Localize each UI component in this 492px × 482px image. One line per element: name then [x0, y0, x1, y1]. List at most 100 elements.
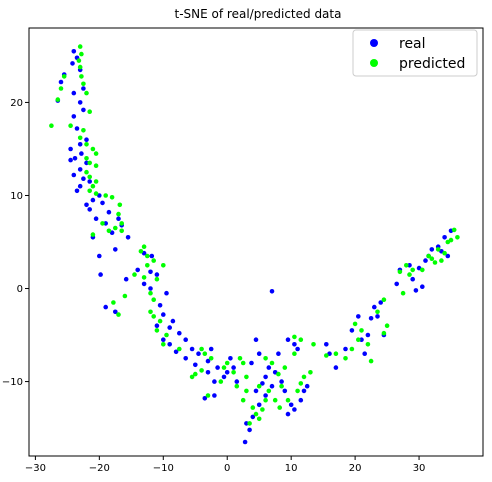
data-point-predicted	[177, 346, 182, 352]
data-point-real	[349, 328, 355, 333]
data-point-real	[242, 439, 248, 445]
data-point-real	[106, 209, 112, 215]
data-point-real	[250, 414, 256, 420]
data-point-real	[368, 316, 374, 321]
data-point-predicted	[410, 267, 416, 273]
data-point-predicted	[202, 351, 208, 357]
data-point-real	[256, 351, 262, 357]
data-point-real	[113, 309, 118, 315]
data-point-predicted	[164, 332, 169, 338]
data-point-predicted	[103, 193, 108, 198]
data-point-real	[247, 427, 252, 433]
data-point-predicted	[132, 272, 137, 277]
data-point-predicted	[81, 81, 86, 87]
data-point-real	[224, 370, 230, 375]
data-point-predicted	[381, 297, 387, 303]
data-point-predicted	[231, 370, 236, 375]
legend-items: real predicted	[370, 36, 465, 72]
data-point-predicted	[90, 183, 96, 189]
data-point-predicted	[138, 249, 144, 254]
data-point-predicted	[397, 269, 403, 275]
data-point-real	[81, 86, 86, 91]
data-point-real	[196, 351, 201, 357]
data-point-real	[266, 365, 272, 370]
data-point-predicted	[368, 358, 374, 364]
data-point-predicted	[193, 371, 198, 377]
axes-layer: −30 −20 −10 0 10 20 30 −10 0 10 20	[2, 98, 426, 474]
data-point-real	[304, 383, 310, 389]
data-point-real	[93, 216, 99, 221]
data-point-real	[212, 379, 217, 384]
data-point-real	[90, 197, 96, 203]
data-point-predicted	[298, 381, 304, 386]
data-point-real	[269, 289, 275, 294]
data-point-predicted	[61, 74, 67, 79]
data-point-predicted	[439, 258, 444, 263]
data-point-real	[103, 304, 108, 310]
x-tick-label: −10	[153, 463, 174, 474]
data-point-real	[228, 356, 233, 361]
data-point-real	[234, 379, 240, 384]
data-point-real	[410, 276, 416, 282]
data-point-predicted	[106, 228, 112, 234]
data-point-predicted	[84, 90, 89, 96]
data-point-real	[413, 288, 419, 293]
data-point-predicted	[266, 388, 272, 394]
data-point-real	[71, 172, 77, 178]
data-point-real	[167, 342, 172, 347]
data-point-real	[256, 402, 262, 408]
legend-box	[352, 29, 478, 77]
data-point-predicted	[298, 337, 304, 343]
data-point-real	[177, 330, 182, 336]
data-point-real	[157, 303, 163, 308]
data-point-predicted	[384, 323, 390, 329]
data-point-predicted	[253, 411, 259, 417]
data-point-predicted	[154, 328, 160, 333]
data-point-predicted	[432, 260, 438, 265]
data-point-predicted	[240, 360, 246, 366]
data-point-predicted	[381, 330, 387, 336]
data-point-real	[123, 276, 129, 282]
x-tick-label: −30	[25, 463, 46, 474]
series-predicted	[49, 44, 460, 426]
x-tick-label: 30	[413, 463, 426, 474]
data-point-predicted	[324, 353, 329, 358]
data-point-real	[263, 393, 268, 398]
data-point-real	[285, 337, 291, 343]
data-point-predicted	[208, 356, 214, 361]
data-point-predicted	[247, 421, 252, 426]
data-point-predicted	[359, 328, 364, 333]
data-point-predicted	[256, 383, 262, 389]
data-point-real	[154, 272, 160, 277]
data-point-predicted	[148, 309, 153, 315]
data-point-real	[356, 314, 361, 319]
data-point-predicted	[93, 179, 99, 184]
data-point-predicted	[333, 351, 339, 357]
data-point-real	[263, 374, 268, 380]
legend-label-predicted: predicted	[399, 56, 465, 72]
data-point-real	[58, 79, 64, 85]
data-point-real	[68, 157, 73, 163]
data-point-predicted	[365, 342, 371, 347]
x-tick-label: 20	[349, 463, 362, 474]
data-point-real	[148, 286, 153, 291]
data-point-real	[71, 49, 77, 54]
data-point-real	[149, 253, 155, 259]
data-point-real	[253, 388, 259, 394]
data-point-predicted	[116, 312, 121, 317]
data-point-predicted	[279, 383, 284, 389]
data-point-real	[161, 312, 166, 317]
data-point-predicted	[148, 290, 153, 296]
data-point-real	[215, 365, 220, 370]
data-point-predicted	[79, 51, 84, 57]
points-layer	[49, 44, 460, 445]
data-point-real	[141, 281, 147, 287]
data-point-real	[202, 396, 208, 401]
data-point-real	[359, 337, 364, 343]
data-point-real	[333, 365, 339, 370]
data-point-real	[87, 207, 92, 212]
data-point-predicted	[451, 227, 457, 233]
data-point-predicted	[87, 188, 92, 194]
data-point-predicted	[161, 342, 166, 347]
data-point-predicted	[260, 407, 265, 412]
